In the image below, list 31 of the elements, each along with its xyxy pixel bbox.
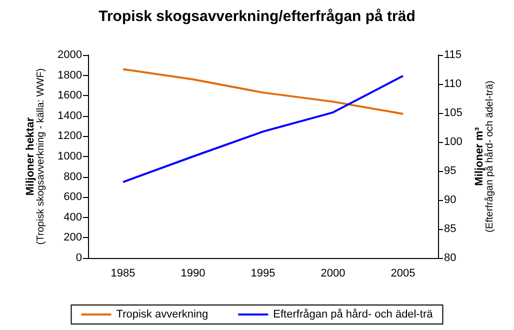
- x-tick-label: 2000: [320, 268, 346, 280]
- y-tick-label: 600: [64, 191, 82, 204]
- y2-tick-label: 85: [444, 223, 456, 235]
- x-tick-label: 2005: [390, 268, 416, 280]
- x-tick-label: 1995: [250, 268, 276, 280]
- y-tick-label: 1400: [58, 110, 82, 122]
- y-tick-label: 400: [64, 211, 82, 224]
- chart-title: Tropisk skogsavverkning/efterfrågan på träd: [98, 8, 416, 25]
- legend-label: Tropisk avverkning: [116, 308, 208, 320]
- line-series: [122, 68, 404, 115]
- y-axis-title: Miljoner hektar (Tropisk skogsavverkning - källa: WWF): [24, 68, 46, 245]
- y2-tick-label: 80: [444, 252, 456, 264]
- y2-tick-label: 90: [444, 194, 456, 206]
- y2-tick-label: 110: [444, 78, 462, 90]
- y-tick-label: 1200: [58, 130, 82, 142]
- y2-tick-label: 105: [444, 107, 462, 119]
- y-tick-label: 1600: [58, 90, 82, 102]
- legend-label: Efterfrågan på hård- och ädel-trä: [273, 308, 434, 320]
- y-tick-label: 0: [76, 252, 82, 264]
- x-tick-label: 1985: [110, 268, 136, 280]
- y-tick-label: 1800: [58, 69, 82, 82]
- x-tick-label: 1990: [180, 268, 206, 280]
- y-tick-label: 200: [64, 232, 82, 244]
- line-series: [122, 74, 404, 184]
- y2-axis-title: Miljoner m³ (Efterfrågan på hård- och ädel-trä): [474, 80, 496, 232]
- y-tick-label: 1000: [58, 150, 82, 162]
- y-tick-label: 800: [64, 170, 82, 183]
- y-tick-label: 2000: [58, 49, 82, 61]
- y2-tick-label: 115: [444, 49, 462, 61]
- y2-tick-label: 95: [444, 165, 456, 177]
- y2-tick-label: 100: [444, 136, 462, 148]
